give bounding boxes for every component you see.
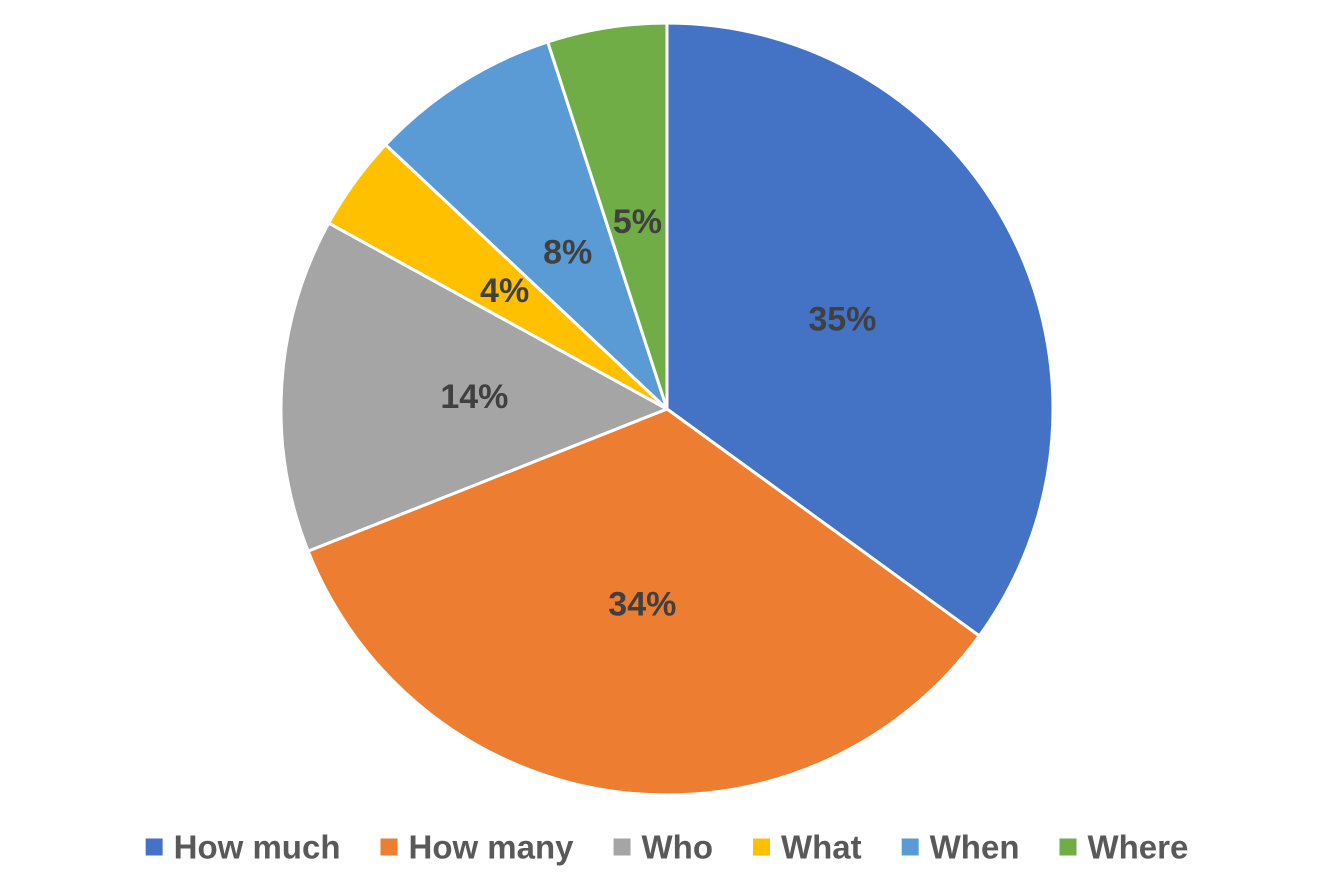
data-label-who: 14% — [440, 378, 508, 416]
data-label-where: 5% — [613, 203, 662, 241]
legend-item-when: When — [901, 829, 1020, 866]
legend-swatch-where — [1059, 838, 1077, 856]
pie-slices — [279, 21, 1055, 797]
legend-label-where: Where — [1087, 829, 1188, 866]
chart-legend: How much How many Who What When Where — [145, 829, 1188, 866]
legend-swatch-how-many — [380, 838, 398, 856]
data-label-when: 8% — [543, 234, 592, 272]
legend-label-how-much: How much — [174, 829, 341, 866]
pie-slice-where — [546, 21, 669, 411]
legend-label-what: What — [781, 829, 862, 866]
legend-item-what: What — [753, 829, 862, 866]
legend-label-when: When — [930, 829, 1020, 866]
legend-swatch-when — [901, 838, 919, 856]
data-label-what: 4% — [480, 272, 529, 310]
legend-item-how-many: How many — [380, 829, 574, 866]
pie-slice-who — [279, 221, 669, 553]
pie-slice-how-many — [306, 407, 981, 797]
pie-slice-how-much — [665, 21, 1055, 638]
legend-label-how-many: How many — [408, 829, 574, 866]
data-label-how-many: 34% — [608, 585, 676, 623]
legend-item-who: Who — [613, 829, 713, 866]
pie-data-labels: 35% 34% 14% 4% 8% 5% — [440, 203, 876, 623]
legend-item-how-much: How much — [145, 829, 341, 866]
legend-swatch-who — [613, 838, 631, 856]
legend-item-where: Where — [1059, 829, 1188, 866]
legend-label-who: Who — [642, 829, 713, 866]
legend-swatch-how-much — [145, 838, 163, 856]
legend-swatch-what — [753, 838, 771, 856]
data-label-how-much: 35% — [808, 301, 876, 339]
pie-slice-when — [384, 40, 669, 411]
